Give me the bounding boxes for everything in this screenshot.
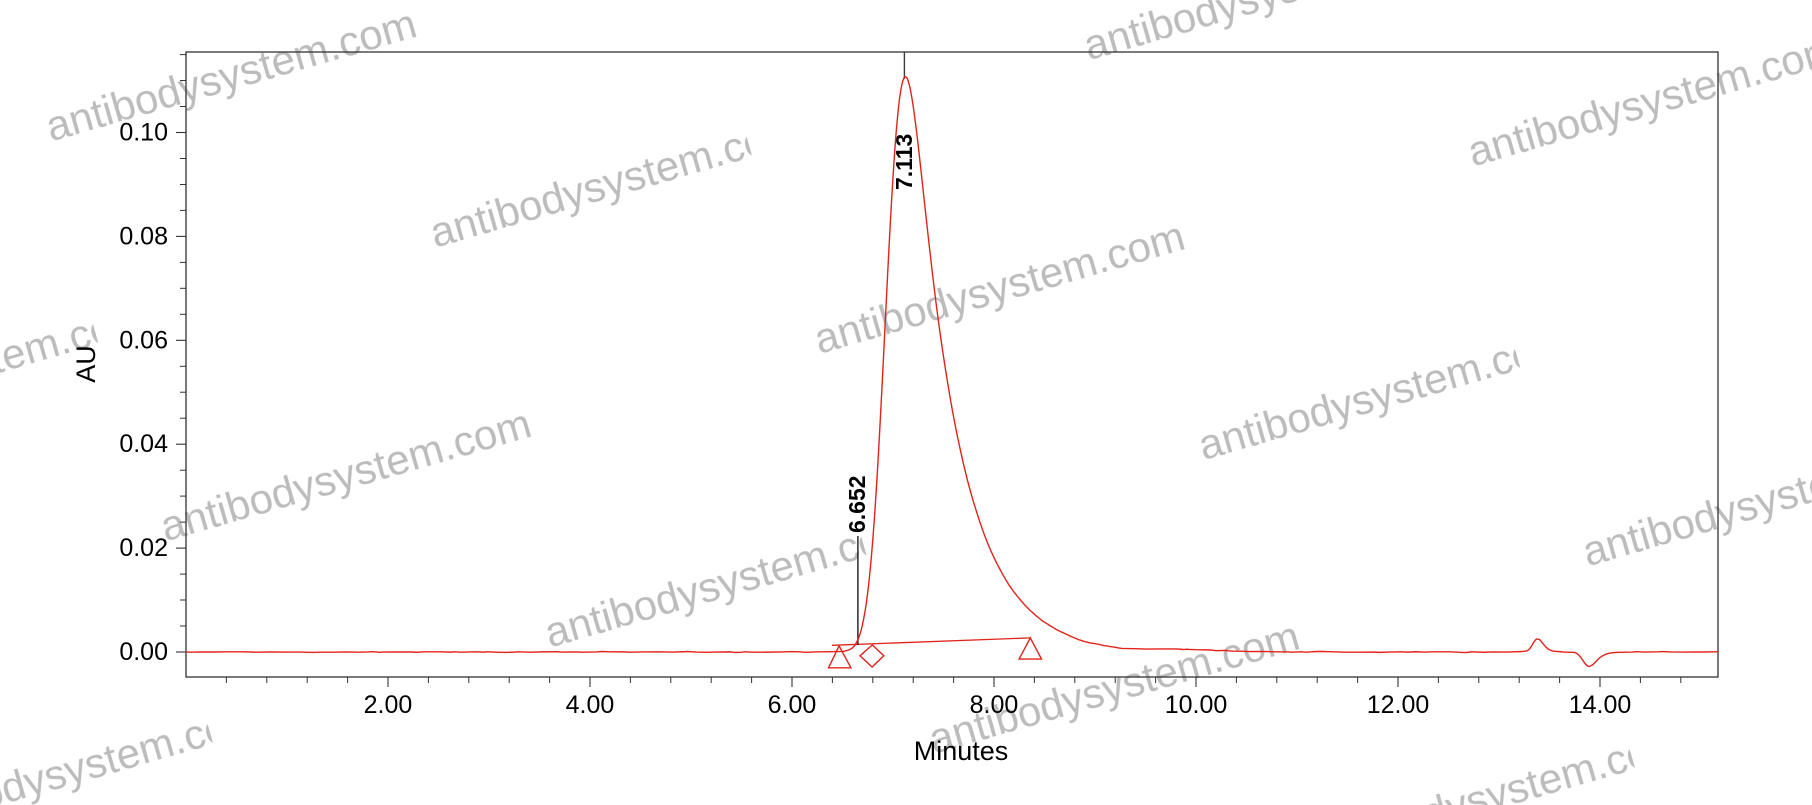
svg-text:2.00: 2.00 xyxy=(364,691,413,719)
svg-text:12.00: 12.00 xyxy=(1367,691,1430,719)
svg-text:8.00: 8.00 xyxy=(970,691,1019,719)
svg-text:6.00: 6.00 xyxy=(768,691,817,719)
svg-text:0.10: 0.10 xyxy=(119,119,168,147)
svg-text:0.08: 0.08 xyxy=(119,222,168,250)
svg-text:0.00: 0.00 xyxy=(119,638,168,666)
svg-text:0.02: 0.02 xyxy=(119,534,168,562)
svg-text:0.06: 0.06 xyxy=(119,326,168,354)
svg-text:AU: AU xyxy=(71,345,101,383)
svg-text:0.04: 0.04 xyxy=(119,430,168,458)
svg-text:Minutes: Minutes xyxy=(914,736,1009,766)
svg-text:6.652: 6.652 xyxy=(844,475,870,533)
svg-text:14.00: 14.00 xyxy=(1569,691,1632,719)
svg-text:10.00: 10.00 xyxy=(1165,691,1228,719)
svg-text:4.00: 4.00 xyxy=(566,691,615,719)
